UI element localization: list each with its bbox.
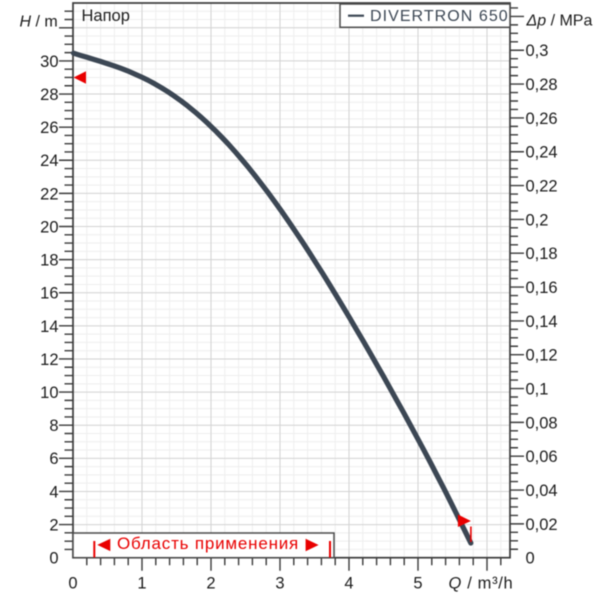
svg-text:0,14: 0,14 [526, 313, 558, 331]
svg-text:16: 16 [40, 285, 58, 303]
svg-text:Напор: Напор [82, 7, 130, 25]
svg-text:0,04: 0,04 [526, 482, 558, 500]
svg-text:5: 5 [413, 575, 422, 593]
svg-text:0,08: 0,08 [526, 414, 558, 432]
svg-text:0,22: 0,22 [526, 178, 558, 196]
svg-text:8: 8 [49, 417, 58, 435]
svg-text:10: 10 [40, 384, 58, 402]
svg-text:28: 28 [40, 86, 58, 104]
svg-text:0,06: 0,06 [526, 448, 558, 466]
svg-text:3: 3 [275, 575, 284, 593]
svg-text:0,02: 0,02 [526, 516, 558, 534]
svg-text:14: 14 [40, 318, 58, 336]
svg-text:12: 12 [40, 351, 58, 369]
svg-text:0,26: 0,26 [526, 110, 558, 128]
svg-text:0,28: 0,28 [526, 76, 558, 94]
svg-text:H / m: H / m [20, 14, 58, 31]
svg-text:Δp / MPa: Δp / MPa [526, 13, 593, 30]
svg-text:Q / m³/h: Q / m³/h [449, 575, 514, 593]
svg-text:Область применения: Область применения [117, 534, 299, 553]
svg-text:30: 30 [40, 53, 58, 71]
svg-text:26: 26 [40, 119, 58, 137]
svg-text:4: 4 [49, 483, 58, 501]
svg-text:22: 22 [40, 185, 58, 203]
svg-text:0,12: 0,12 [526, 347, 558, 365]
svg-text:0,24: 0,24 [526, 144, 558, 162]
svg-text:20: 20 [40, 218, 58, 236]
svg-text:0: 0 [68, 575, 77, 593]
svg-text:6: 6 [49, 450, 58, 468]
svg-text:4: 4 [344, 575, 353, 593]
svg-text:24: 24 [40, 152, 58, 170]
svg-text:0,1: 0,1 [526, 381, 549, 399]
svg-text:0: 0 [49, 550, 58, 568]
svg-text:0: 0 [526, 550, 535, 568]
svg-text:1: 1 [137, 575, 146, 593]
svg-text:0,16: 0,16 [526, 279, 558, 297]
svg-text:0,2: 0,2 [526, 211, 549, 229]
svg-text:2: 2 [206, 575, 215, 593]
svg-text:2: 2 [49, 517, 58, 535]
svg-text:DIVERTRON 650: DIVERTRON 650 [370, 8, 509, 25]
svg-text:0,18: 0,18 [526, 245, 558, 263]
svg-text:0,3: 0,3 [526, 42, 549, 60]
svg-text:18: 18 [40, 252, 58, 270]
